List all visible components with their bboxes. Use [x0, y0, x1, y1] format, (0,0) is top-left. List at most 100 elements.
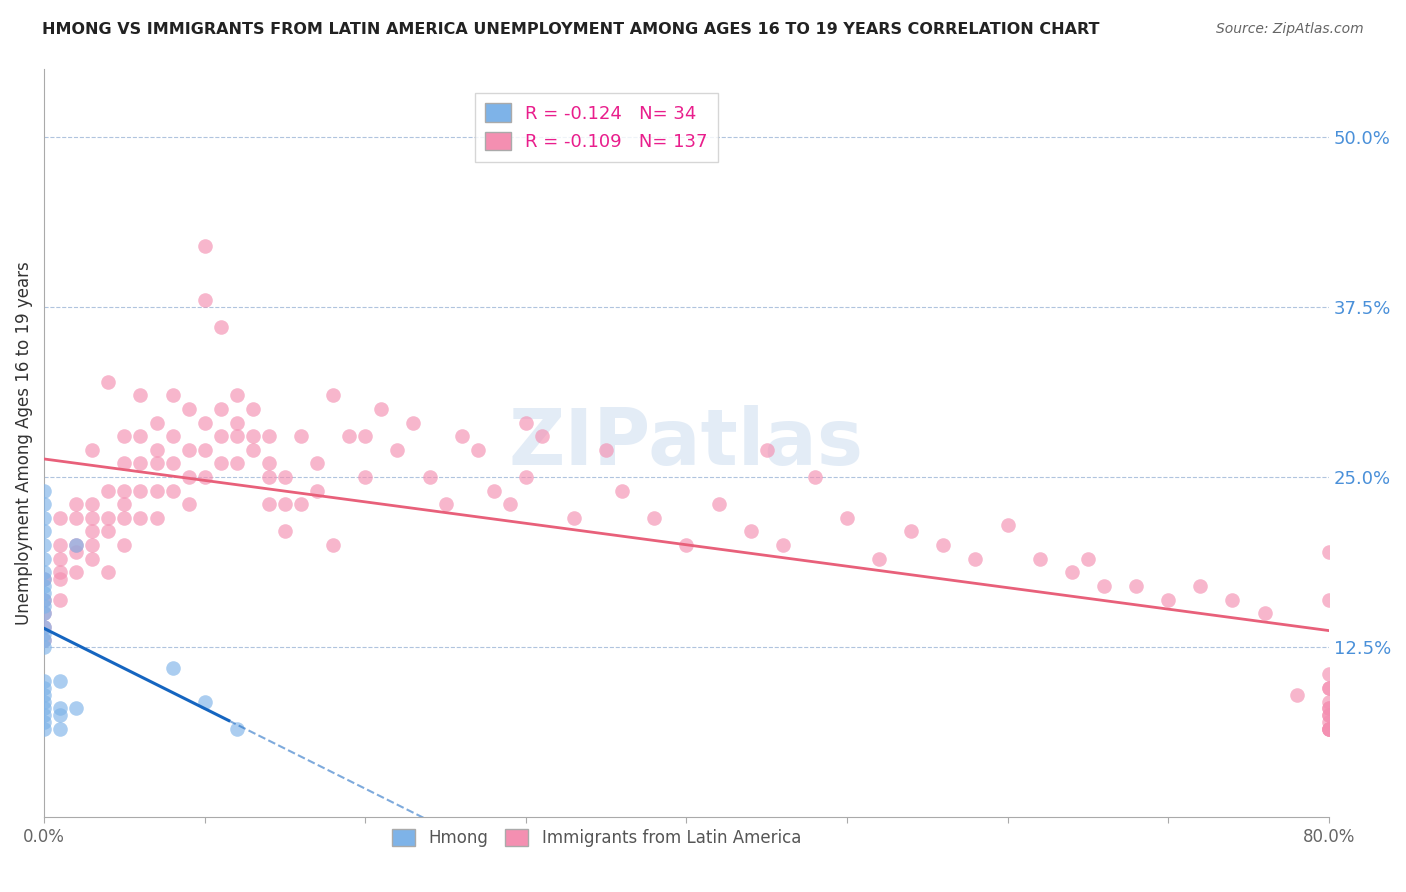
Point — [129, 388, 152, 402]
Point — [1317, 701, 1340, 715]
Point — [209, 456, 232, 470]
Point — [225, 456, 247, 470]
Point — [209, 320, 232, 334]
Legend: Hmong, Immigrants from Latin America: Hmong, Immigrants from Latin America — [385, 822, 808, 854]
Point — [97, 524, 120, 539]
Point — [145, 442, 167, 457]
Point — [1317, 722, 1340, 736]
Point — [49, 674, 72, 689]
Point — [32, 640, 55, 655]
Point — [1189, 579, 1212, 593]
Point — [32, 585, 55, 599]
Point — [145, 483, 167, 498]
Point — [1092, 579, 1115, 593]
Point — [225, 722, 247, 736]
Point — [337, 429, 360, 443]
Point — [32, 599, 55, 614]
Point — [32, 592, 55, 607]
Point — [242, 442, 264, 457]
Point — [1317, 545, 1340, 559]
Point — [1317, 701, 1340, 715]
Point — [32, 497, 55, 511]
Point — [32, 688, 55, 702]
Point — [32, 701, 55, 715]
Point — [177, 497, 200, 511]
Point — [49, 566, 72, 580]
Point — [322, 388, 344, 402]
Point — [1317, 722, 1340, 736]
Point — [162, 429, 184, 443]
Point — [482, 483, 505, 498]
Point — [1157, 592, 1180, 607]
Point — [49, 722, 72, 736]
Point — [274, 497, 297, 511]
Point — [32, 674, 55, 689]
Point — [32, 511, 55, 525]
Point — [772, 538, 794, 552]
Point — [32, 722, 55, 736]
Point — [49, 592, 72, 607]
Point — [49, 708, 72, 723]
Point — [194, 442, 217, 457]
Point — [307, 483, 329, 498]
Point — [997, 517, 1019, 532]
Point — [112, 483, 135, 498]
Point — [112, 538, 135, 552]
Point — [562, 511, 585, 525]
Text: ZIPatlas: ZIPatlas — [509, 405, 863, 481]
Point — [1317, 722, 1340, 736]
Point — [194, 293, 217, 307]
Point — [835, 511, 858, 525]
Point — [1317, 722, 1340, 736]
Point — [49, 572, 72, 586]
Point — [755, 442, 778, 457]
Point — [177, 470, 200, 484]
Point — [1317, 667, 1340, 681]
Point — [209, 401, 232, 416]
Point — [900, 524, 922, 539]
Point — [194, 470, 217, 484]
Point — [49, 551, 72, 566]
Point — [145, 511, 167, 525]
Point — [49, 511, 72, 525]
Text: Source: ZipAtlas.com: Source: ZipAtlas.com — [1216, 22, 1364, 37]
Point — [1317, 714, 1340, 729]
Point — [32, 579, 55, 593]
Point — [32, 538, 55, 552]
Point — [354, 470, 377, 484]
Point — [32, 606, 55, 620]
Point — [1077, 551, 1099, 566]
Point — [145, 416, 167, 430]
Point — [387, 442, 409, 457]
Point — [32, 626, 55, 640]
Point — [530, 429, 553, 443]
Point — [1317, 681, 1340, 695]
Point — [177, 442, 200, 457]
Point — [82, 511, 104, 525]
Point — [370, 401, 392, 416]
Point — [1285, 688, 1308, 702]
Point — [1253, 606, 1275, 620]
Point — [418, 470, 440, 484]
Point — [643, 511, 665, 525]
Point — [612, 483, 634, 498]
Point — [97, 483, 120, 498]
Point — [32, 566, 55, 580]
Point — [32, 572, 55, 586]
Point — [450, 429, 472, 443]
Point — [675, 538, 697, 552]
Point — [515, 470, 537, 484]
Point — [112, 511, 135, 525]
Point — [177, 401, 200, 416]
Point — [65, 538, 87, 552]
Point — [162, 483, 184, 498]
Point — [707, 497, 730, 511]
Point — [402, 416, 425, 430]
Point — [595, 442, 617, 457]
Point — [82, 497, 104, 511]
Point — [322, 538, 344, 552]
Point — [242, 429, 264, 443]
Point — [499, 497, 522, 511]
Point — [225, 388, 247, 402]
Point — [932, 538, 955, 552]
